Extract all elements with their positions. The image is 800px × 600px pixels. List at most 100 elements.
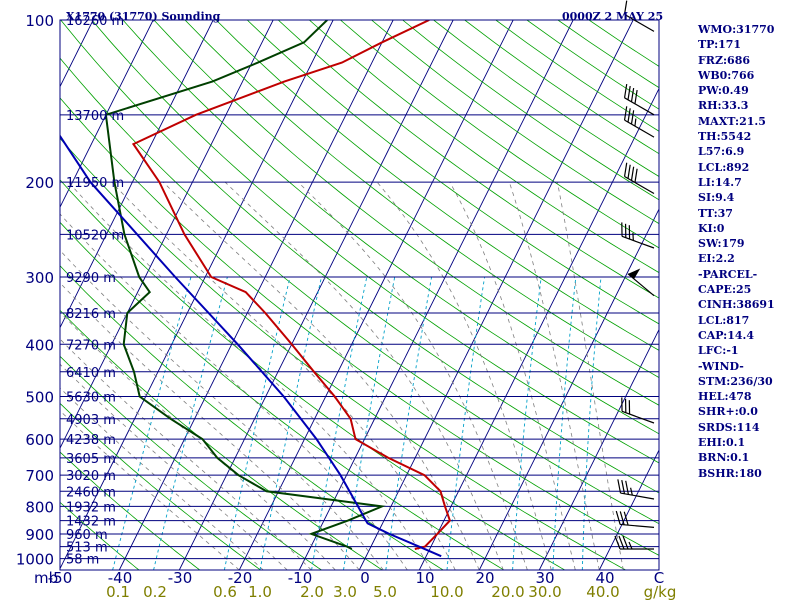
wind-barb-flag	[630, 87, 635, 102]
wind-barb	[623, 162, 655, 195]
index-item: RH:33.3	[698, 99, 749, 113]
pressure-tick-label: 100	[25, 12, 54, 30]
index-item: LI:14.7	[698, 175, 742, 189]
pressure-tick-label: 600	[25, 431, 54, 449]
mixing-ratio-line	[311, 276, 368, 570]
index-item: CINH:38691	[698, 298, 775, 312]
index-item: PW:0.49	[698, 84, 749, 98]
dry-adiabat-line	[60, 501, 140, 570]
temperature-tick-label: 0	[360, 569, 370, 587]
dry-adiabat-line	[153, 20, 659, 406]
mixing-ratio-line	[112, 276, 192, 570]
height-tick-label: 10520 m	[66, 228, 124, 243]
height-tick-label: 4238 m	[66, 433, 116, 448]
wind-barb-staff	[621, 235, 655, 249]
moist-adiabat-line	[508, 181, 600, 570]
isotherm-line	[538, 328, 659, 570]
height-tick-label: 3020 m	[66, 469, 116, 484]
height-tick-label: 1432 m	[66, 515, 116, 530]
height-tick-label: 11950 m	[66, 176, 124, 191]
wind-barb-staff	[624, 13, 655, 32]
temperature-tick-label: -20	[228, 569, 253, 587]
moist-adiabat-line	[68, 181, 432, 570]
moist-adiabat-line	[224, 181, 504, 570]
index-item: TT:37	[698, 206, 733, 220]
wind-barb	[623, 0, 655, 32]
wind-barb-flag	[627, 108, 631, 123]
wind-barb-half-flag	[630, 487, 633, 496]
index-item: MAXT:21.5	[698, 114, 766, 128]
wind-barb-flag	[634, 89, 638, 104]
isotherm-line	[118, 20, 394, 570]
height-tick-label: 1932 m	[66, 500, 116, 515]
wind-barb-flag	[623, 0, 628, 15]
height-tick-label: 5630 m	[66, 390, 116, 405]
chart-datetime: 0000Z 2 MAY 25	[562, 10, 664, 23]
mixing-ratio-line	[552, 276, 577, 570]
wind-barb-flag	[623, 83, 628, 98]
wind-barb-staff	[624, 175, 655, 195]
pressure-tick-label: 900	[25, 526, 54, 544]
index-item: -PARCEL-	[698, 267, 758, 281]
moist-adiabat-line	[557, 182, 624, 570]
isotherm-line	[60, 20, 334, 570]
wind-barb	[621, 397, 655, 424]
wind-barb-flag	[621, 222, 623, 237]
dry-adiabat-line	[60, 57, 659, 525]
temperature-tick-label: -10	[288, 569, 313, 587]
wind-barb-flag	[625, 480, 629, 495]
index-item: WB0:766	[698, 68, 755, 82]
wind-barb-staff	[624, 97, 655, 116]
isotherm-line	[60, 20, 154, 209]
dewpoint-curve	[104, 20, 386, 550]
mixing-ratio-tick-label: 0.6	[213, 583, 237, 600]
dry-adiabat-line	[60, 97, 659, 556]
dry-adiabat-line	[184, 20, 659, 379]
mixing-ratio-tick-label: 20.0	[491, 583, 524, 600]
moist-adiabat-line	[376, 181, 552, 570]
wind-barb-flag	[621, 480, 626, 494]
index-item: SHR+:0.0	[698, 405, 758, 419]
moist-adiabat-line	[162, 181, 480, 570]
isotherm-line	[60, 20, 274, 450]
wind-barb	[614, 535, 654, 550]
temperature-tick-label: 40	[595, 569, 614, 587]
wind-barb	[621, 222, 655, 249]
moist-adiabat-line	[60, 249, 384, 570]
chart-title: X1770 (31770) Sounding	[66, 10, 221, 23]
temperature-tick-label: C	[654, 569, 664, 587]
index-item: SW:179	[698, 237, 745, 251]
wind-barb-flag	[615, 510, 621, 525]
height-tick-label: 4903 m	[66, 413, 116, 428]
height-tick-label: 58 m	[66, 553, 99, 568]
wind-barb-half-flag	[632, 232, 634, 241]
pressure-axis-unit: mb	[34, 569, 58, 587]
dry-adiabat-line	[340, 20, 659, 249]
dry-adiabat-line	[215, 20, 659, 351]
wind-barb	[615, 510, 655, 528]
dry-adiabat-line	[277, 20, 659, 299]
index-item: EI:2.2	[698, 252, 735, 266]
plot-border	[59, 19, 660, 571]
temperature-tick-label: -50	[48, 569, 73, 587]
index-item: TP:171	[698, 38, 742, 52]
wind-barb-staff	[624, 119, 655, 138]
height-tick-label: 960 m	[66, 528, 108, 543]
wind-barb-flag	[618, 535, 625, 550]
moist-adiabat-line	[60, 387, 264, 570]
mixing-ratio-line	[153, 276, 228, 570]
sounding-curves	[60, 20, 452, 558]
height-tick-label: 8216 m	[66, 307, 116, 322]
dry-adiabat-line	[60, 137, 626, 570]
isotherm-line	[358, 20, 634, 570]
moist-adiabat-line	[60, 363, 288, 570]
dry-adiabat-line	[60, 20, 659, 494]
moist-adiabat-line	[60, 338, 312, 570]
wind-barb-half-flag	[628, 541, 633, 550]
dry-adiabat-line	[246, 20, 659, 325]
index-item: L57:6.9	[698, 145, 745, 159]
isotherm-line	[238, 20, 514, 570]
dry-adiabat-line	[60, 221, 505, 570]
moist-adiabat-line	[297, 181, 528, 570]
